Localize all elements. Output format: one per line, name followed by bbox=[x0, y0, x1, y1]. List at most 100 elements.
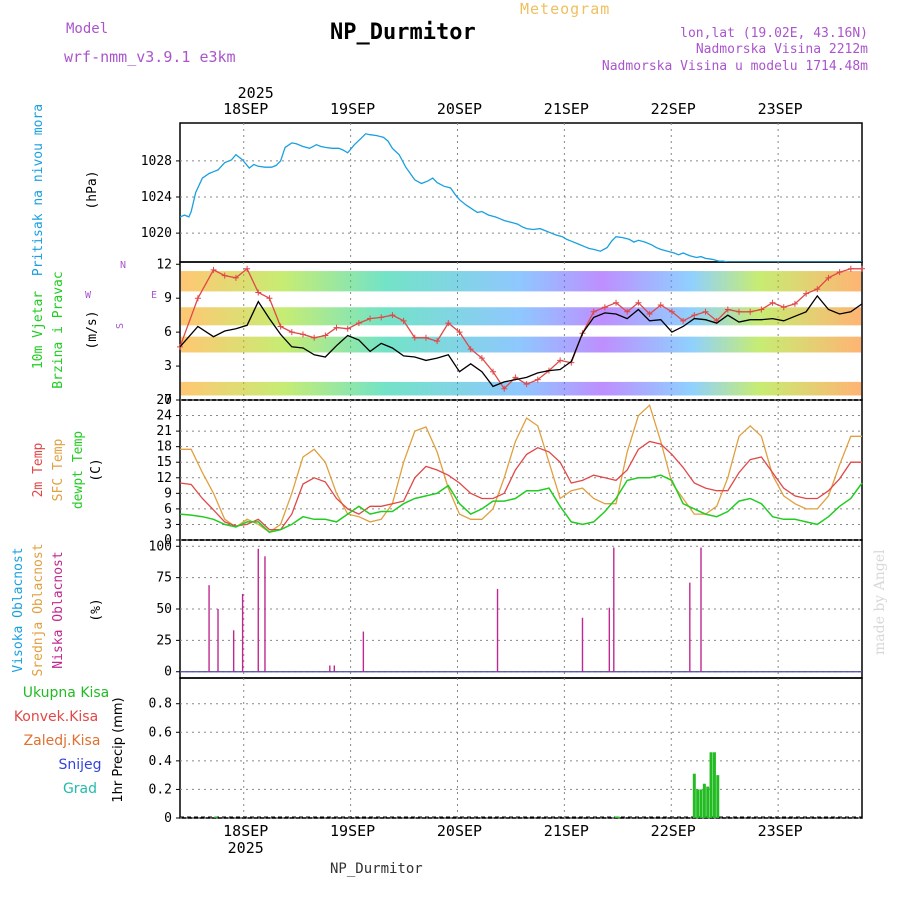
precip-legend-label: Snijeg bbox=[58, 757, 101, 773]
wind-gust-marker bbox=[791, 300, 798, 307]
temp-unit-label: (C) bbox=[89, 458, 104, 481]
y-tick-label: 27 bbox=[156, 393, 172, 408]
top-day-label: 20SEP bbox=[437, 100, 482, 118]
dewpt-temp-line bbox=[179, 474, 863, 534]
dewpt-axis-title: dewpt Temp bbox=[71, 431, 86, 509]
wind-gust-marker bbox=[411, 334, 418, 341]
precip-legend-label: Grad bbox=[63, 781, 97, 797]
wind-gust-marker bbox=[758, 306, 765, 313]
wind-gust-marker bbox=[859, 265, 865, 272]
bottom-day-label: 19SEP bbox=[330, 822, 375, 840]
precip-bar bbox=[214, 816, 218, 818]
bottom-day-label: 23SEP bbox=[758, 822, 803, 840]
wind-gust-marker bbox=[590, 308, 597, 315]
compass-south: S bbox=[115, 323, 126, 329]
compass-east: E bbox=[151, 290, 157, 301]
y-tick-label: 75 bbox=[156, 571, 172, 586]
wind-gust-marker bbox=[367, 315, 374, 322]
wind-gust-marker bbox=[814, 286, 821, 293]
y-tick-label: 0 bbox=[164, 811, 172, 826]
credit-watermark: made by Angel bbox=[872, 549, 888, 656]
y-tick-label: 1024 bbox=[141, 190, 172, 205]
wind-gust-marker bbox=[333, 324, 340, 331]
y-tick-label: 0 bbox=[164, 393, 172, 408]
wind-unit-label: (m/s) bbox=[85, 310, 100, 349]
y-tick-label: 0.6 bbox=[149, 725, 172, 740]
precip-legend-label: Konvek.Kisa bbox=[14, 709, 98, 725]
wind-gust-marker bbox=[210, 266, 217, 273]
wind-axis-title: 10m Vjetar bbox=[31, 291, 46, 369]
y-tick-label: 21 bbox=[156, 424, 172, 439]
sfc-temp-axis-title: SFC Temp bbox=[51, 439, 66, 502]
wind-gust-marker bbox=[825, 274, 832, 281]
bottom-day-label: 20SEP bbox=[437, 822, 482, 840]
precip-bar bbox=[709, 752, 713, 818]
precip-bar bbox=[692, 773, 696, 818]
wind-gust-marker bbox=[355, 320, 362, 327]
cloud-unit-label: (%) bbox=[89, 598, 104, 621]
precip-bar bbox=[696, 789, 700, 818]
wind-gust-marker bbox=[434, 338, 441, 345]
wind-gust-marker bbox=[736, 308, 743, 315]
model-name: wrf-nmm_v3.9.1 e3km bbox=[64, 48, 236, 66]
2m-temp-line bbox=[179, 440, 862, 531]
wind-gust-marker bbox=[322, 332, 329, 339]
wind-gust-marker bbox=[624, 308, 631, 315]
wind-gust-marker bbox=[244, 265, 251, 272]
mid-cloud-axis-title: Srednja Oblacnost bbox=[31, 543, 46, 676]
bottom-day-label: 21SEP bbox=[544, 822, 589, 840]
top-day-label: 23SEP bbox=[758, 100, 803, 118]
y-tick-label: 6 bbox=[164, 502, 172, 517]
y-tick-label: 0 bbox=[164, 665, 172, 680]
y-tick-label: 0.4 bbox=[149, 754, 173, 769]
temp2m-axis-title: 2m Temp bbox=[31, 442, 46, 497]
wind-gust-marker bbox=[344, 325, 351, 332]
y-tick-label: 0.2 bbox=[149, 782, 172, 797]
wind-gust-marker bbox=[467, 346, 474, 353]
wind-gust-marker bbox=[221, 272, 228, 279]
wind-direction-band bbox=[181, 381, 861, 396]
bottom-year-label: 2025 bbox=[228, 839, 264, 857]
precip-bar bbox=[614, 816, 618, 818]
station-elevation: Nadmorska Visina 2212m bbox=[695, 42, 868, 57]
y-tick-label: 3 bbox=[164, 517, 172, 532]
top-day-label: 19SEP bbox=[330, 100, 375, 118]
top-day-label: 18SEP bbox=[223, 100, 268, 118]
compass-west: W bbox=[85, 290, 92, 301]
y-tick-label: 0.8 bbox=[149, 697, 172, 712]
precip-bar bbox=[706, 786, 710, 818]
panel-frame-4 bbox=[179, 677, 863, 819]
wind-gust-marker bbox=[299, 331, 306, 338]
wind-gust-marker bbox=[194, 295, 201, 302]
wind-gust-marker bbox=[311, 334, 318, 341]
wind-gust-marker bbox=[747, 308, 754, 315]
wind-gust-marker bbox=[724, 306, 731, 313]
wind-gust-marker bbox=[456, 329, 463, 336]
top-day-label: 22SEP bbox=[651, 100, 696, 118]
y-tick-label: 0 bbox=[164, 533, 172, 548]
precip-bar bbox=[699, 789, 703, 818]
y-tick-label: 1020 bbox=[141, 226, 172, 241]
wind-gust-marker bbox=[266, 295, 273, 302]
precip-bar bbox=[716, 775, 720, 818]
y-tick-label: 15 bbox=[156, 455, 172, 470]
wind-gust-marker bbox=[177, 343, 183, 350]
y-tick-label: 3 bbox=[164, 359, 172, 374]
pressure-unit-label: (hPa) bbox=[85, 170, 100, 209]
wind-gust-marker bbox=[601, 304, 608, 311]
wind-gust-marker bbox=[232, 274, 239, 281]
wind-gust-marker bbox=[255, 289, 262, 296]
low-cloud-axis-title: Niska Oblacnost bbox=[51, 551, 66, 668]
wind-gust-marker bbox=[288, 329, 295, 336]
model-label: Model bbox=[66, 21, 109, 37]
panel-frame-0 bbox=[179, 122, 863, 263]
wind-gust-marker bbox=[400, 317, 407, 324]
top-year-label: 2025 bbox=[238, 84, 274, 102]
y-tick-label: 50 bbox=[156, 602, 172, 617]
wind-gust-marker bbox=[389, 312, 396, 319]
wind-gust-marker bbox=[534, 376, 541, 383]
y-tick-label: 6 bbox=[164, 325, 172, 340]
y-tick-label: 12 bbox=[156, 471, 172, 486]
wind-gust-marker bbox=[702, 308, 709, 315]
